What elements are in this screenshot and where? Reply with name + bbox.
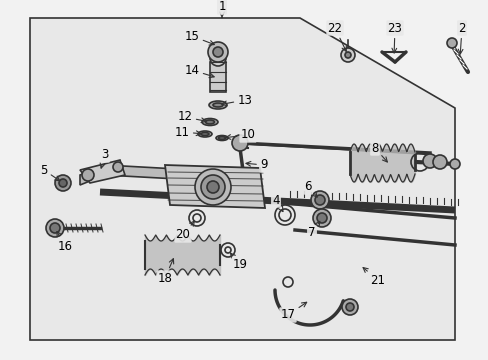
Text: 2: 2 [457, 22, 465, 54]
Text: 14: 14 [184, 63, 214, 78]
Circle shape [345, 52, 350, 58]
Ellipse shape [208, 101, 226, 109]
Circle shape [82, 169, 94, 181]
Text: 20: 20 [175, 221, 194, 242]
Text: 23: 23 [387, 22, 402, 53]
Circle shape [316, 213, 326, 223]
Circle shape [59, 179, 67, 187]
Circle shape [46, 219, 64, 237]
Circle shape [310, 191, 328, 209]
Circle shape [113, 162, 123, 172]
Polygon shape [164, 165, 264, 208]
Circle shape [341, 299, 357, 315]
Text: 1: 1 [218, 0, 225, 18]
Text: 5: 5 [40, 163, 60, 181]
Circle shape [213, 47, 223, 57]
Text: 9: 9 [245, 158, 267, 171]
Circle shape [346, 303, 353, 311]
Text: 22: 22 [327, 22, 346, 51]
Text: 11: 11 [174, 126, 201, 139]
Text: 3: 3 [100, 148, 108, 168]
Polygon shape [80, 160, 125, 183]
Ellipse shape [218, 136, 225, 139]
Circle shape [231, 135, 247, 151]
Text: 4: 4 [272, 194, 283, 212]
Text: 7: 7 [307, 221, 319, 239]
Bar [209, 62, 225, 92]
Text: 21: 21 [363, 267, 385, 287]
Text: 15: 15 [184, 30, 214, 45]
Text: 18: 18 [157, 259, 173, 284]
Circle shape [422, 154, 436, 168]
Circle shape [314, 195, 325, 205]
Ellipse shape [213, 103, 223, 107]
Circle shape [209, 50, 225, 66]
Circle shape [50, 223, 60, 233]
Circle shape [195, 169, 230, 205]
Ellipse shape [198, 131, 212, 137]
Polygon shape [30, 18, 454, 340]
Text: 10: 10 [225, 129, 255, 141]
Polygon shape [80, 165, 249, 185]
Ellipse shape [216, 135, 227, 140]
Text: 8: 8 [370, 141, 386, 162]
Circle shape [201, 175, 224, 199]
Ellipse shape [205, 120, 214, 124]
Text: 6: 6 [304, 180, 317, 197]
Circle shape [340, 48, 354, 62]
Circle shape [432, 155, 446, 169]
Text: 12: 12 [177, 111, 205, 123]
Circle shape [449, 159, 459, 169]
Text: 16: 16 [57, 231, 72, 252]
Ellipse shape [201, 132, 208, 135]
Circle shape [312, 209, 330, 227]
Circle shape [55, 175, 71, 191]
Text: 13: 13 [222, 94, 252, 107]
Text: 19: 19 [230, 253, 247, 271]
Ellipse shape [202, 118, 218, 126]
Circle shape [206, 181, 219, 193]
Circle shape [446, 38, 456, 48]
Text: 17: 17 [280, 302, 306, 321]
Circle shape [207, 42, 227, 62]
